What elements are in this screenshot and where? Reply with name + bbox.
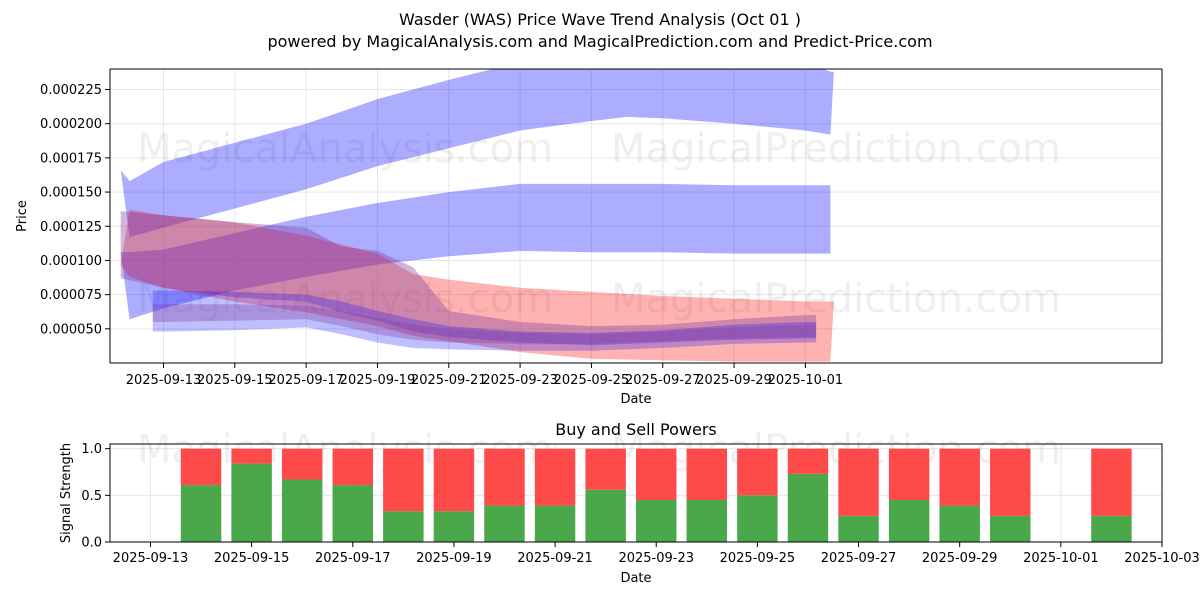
sell-bar xyxy=(990,448,1031,516)
price-x-axis-label: Date xyxy=(620,392,651,407)
signal-x-tick-label: 2025-09-23 xyxy=(618,551,694,566)
price-y-tick-label: 0.000100 xyxy=(40,254,102,269)
watermark-text: MagicalAnalysis.com xyxy=(137,276,553,322)
price-y-tick-label: 0.000150 xyxy=(40,186,102,201)
signal-y-tick-label: 0.0 xyxy=(81,536,102,551)
sell-bar xyxy=(838,448,879,516)
sell-bar xyxy=(888,448,930,500)
lower-blue-band xyxy=(120,183,831,320)
sell-bar xyxy=(686,448,728,500)
sell-bar xyxy=(484,448,525,506)
sell-bar xyxy=(585,448,626,490)
price-bands xyxy=(120,69,834,362)
buy-bar xyxy=(534,505,576,542)
sell-bar xyxy=(1091,448,1132,516)
price-axes-frame xyxy=(109,68,1163,364)
buy-bar xyxy=(484,505,525,542)
buy-bar xyxy=(231,463,272,542)
signal-x-tick-label: 2025-09-19 xyxy=(416,551,492,566)
buy-bar xyxy=(737,495,778,542)
signal-x-tick-label: 2025-09-15 xyxy=(214,551,290,566)
sell-bar xyxy=(737,448,778,496)
chart-subtitle: powered by MagicalAnalysis.com and Magic… xyxy=(267,32,932,51)
price-y-tick-label: 0.000225 xyxy=(40,83,102,98)
signal-y-tick-label: 0.5 xyxy=(81,489,102,504)
price-y-tick-label: 0.000125 xyxy=(40,220,102,235)
watermark-text: MagicalPrediction.com xyxy=(611,427,1061,473)
price-x-tick-label: 2025-09-23 xyxy=(482,373,558,388)
signal-axes-frame xyxy=(109,443,1163,543)
sell-bar xyxy=(534,448,576,506)
blue-wave-cluster xyxy=(152,290,817,351)
price-y-tick-label: 0.000050 xyxy=(40,322,102,337)
signal-x-axis-label: Date xyxy=(620,571,651,586)
upper-blue-band xyxy=(120,69,834,238)
buy-bar xyxy=(787,473,829,542)
buy-bar xyxy=(888,500,930,542)
signal-x-tick-label: 2025-09-21 xyxy=(517,551,593,566)
price-x-tick-label: 2025-09-29 xyxy=(696,373,772,388)
sell-bar xyxy=(787,448,829,474)
price-x-tick-label: 2025-10-01 xyxy=(768,373,844,388)
price-y-tick-label: 0.000075 xyxy=(40,288,102,303)
buy-bar xyxy=(686,500,728,542)
price-x-tick-label: 2025-09-15 xyxy=(197,373,273,388)
signal-x-tick-label: 2025-09-27 xyxy=(821,551,897,566)
sell-bar xyxy=(281,448,323,480)
sell-bar xyxy=(332,448,373,486)
buy-bar xyxy=(332,485,373,542)
price-panel: MagicalAnalysis.com MagicalPrediction.com… xyxy=(15,68,1163,407)
signal-x-tick-label: 2025-09-17 xyxy=(315,551,391,566)
sell-bar xyxy=(939,448,980,506)
buy-bar xyxy=(281,479,323,542)
price-y-tick-label: 0.000175 xyxy=(40,151,102,166)
signal-x-tick-label: 2025-10-03 xyxy=(1124,551,1200,566)
price-x-tick-label: 2025-09-25 xyxy=(554,373,630,388)
buy-bar xyxy=(433,511,475,542)
chart-title: Wasder (WAS) Price Wave Trend Analysis (… xyxy=(399,10,801,29)
buy-bar xyxy=(1091,515,1132,542)
price-x-tick-label: 2025-09-27 xyxy=(625,373,701,388)
signal-x-tick-label: 2025-09-13 xyxy=(113,551,189,566)
buy-bar xyxy=(180,485,222,542)
sell-bar xyxy=(231,448,272,464)
buy-bar xyxy=(990,515,1031,542)
price-x-tick-label: 2025-09-21 xyxy=(411,373,487,388)
signal-x-tick-label: 2025-09-29 xyxy=(922,551,998,566)
price-x-tick-label: 2025-09-13 xyxy=(126,373,202,388)
sell-bar xyxy=(383,448,424,512)
price-y-axis-label: Price xyxy=(15,200,30,232)
sell-bar xyxy=(180,448,222,486)
buy-bar xyxy=(939,505,980,542)
red-band xyxy=(120,209,834,362)
buy-bar xyxy=(585,489,626,542)
signal-y-tick-label: 1.0 xyxy=(81,442,102,457)
purple-wave-cluster xyxy=(152,304,817,344)
buy-bar xyxy=(838,515,879,542)
sell-bar xyxy=(433,448,475,512)
signal-y-axis-label: Signal Strength xyxy=(59,443,74,543)
watermark-text: MagicalAnalysis.com xyxy=(137,126,553,172)
price-x-tick-label: 2025-09-19 xyxy=(340,373,416,388)
price-y-tick-label: 0.000200 xyxy=(40,117,102,132)
buy-bar xyxy=(383,511,424,542)
watermark-text: MagicalPrediction.com xyxy=(611,126,1061,172)
signal-x-tick-label: 2025-10-01 xyxy=(1023,551,1099,566)
watermark-text: MagicalPrediction.com xyxy=(611,276,1061,322)
sell-bar xyxy=(636,448,677,500)
signal-panel: MagicalAnalysis.comMagicalPrediction.com… xyxy=(59,420,1200,586)
purple-band xyxy=(120,211,817,346)
signal-panel-title: Buy and Sell Powers xyxy=(555,420,717,439)
price-x-tick-label: 2025-09-17 xyxy=(268,373,344,388)
signal-x-tick-label: 2025-09-25 xyxy=(720,551,796,566)
buy-bar xyxy=(636,500,677,542)
